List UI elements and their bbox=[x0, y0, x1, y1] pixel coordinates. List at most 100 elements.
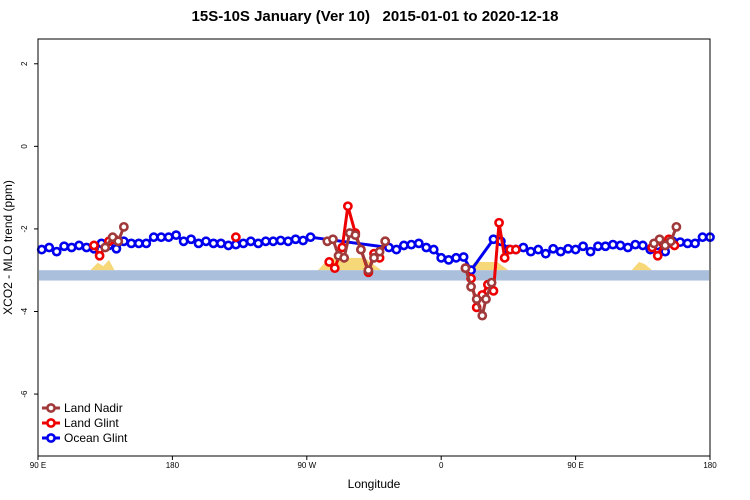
ocean-glint-series-point bbox=[51, 246, 62, 257]
land-nadir-segment-2-point bbox=[477, 310, 488, 321]
land-nadir-segment-3-point bbox=[654, 234, 665, 245]
land-nadir-segment-1-point bbox=[380, 236, 391, 247]
land-area-0 bbox=[90, 259, 115, 271]
ocean-glint-series-point bbox=[81, 242, 92, 253]
ocean-glint-series-point bbox=[548, 243, 559, 254]
land-nadir-segment-2-point bbox=[481, 294, 491, 305]
land-nadir-segment-2-point bbox=[486, 277, 497, 288]
land-nadir-segment-1-point bbox=[328, 234, 338, 245]
ocean-glint-series-point bbox=[163, 232, 174, 243]
land-nadir-segment-0-point bbox=[100, 242, 111, 253]
land-nadir-segment-1-point bbox=[374, 246, 385, 257]
land-glint-segment-0-point bbox=[89, 240, 99, 251]
ocean-glint-series-point bbox=[36, 244, 47, 255]
ocean-glint-series-point bbox=[141, 238, 152, 249]
ocean-glint-series-point bbox=[290, 234, 301, 245]
ocean-glint-series-point bbox=[171, 230, 182, 241]
legend-land-nadir-swatch-point bbox=[46, 403, 56, 413]
land-glint-segment-2-point bbox=[329, 263, 340, 274]
ocean-glint-series-point bbox=[436, 252, 447, 263]
ocean-glint-series-point bbox=[208, 238, 219, 249]
land-glint-segment-4-point bbox=[652, 250, 663, 261]
land-nadir-segment-1-point bbox=[356, 244, 366, 255]
land-glint-segment-3-point bbox=[510, 244, 521, 255]
ocean-glint-series-point bbox=[406, 239, 417, 250]
chart-title: 15S-10S January (Ver 10) 2015-01-01 to 2… bbox=[191, 8, 559, 25]
ocean-glint-series-point bbox=[126, 238, 137, 249]
land-glint-segment-3-point bbox=[499, 252, 510, 263]
ocean-glint-series-point bbox=[253, 238, 264, 249]
land-glint-segment-2-point bbox=[342, 201, 353, 212]
legend-ocean-glint-swatch-point bbox=[46, 433, 56, 443]
ocean-glint-series-point bbox=[413, 238, 424, 249]
ocean-glint-series-point bbox=[223, 240, 234, 251]
ocean-glint-series bbox=[36, 230, 715, 276]
plot-frame bbox=[37, 38, 711, 457]
ocean-glint-series-point bbox=[443, 254, 454, 265]
ocean-glint-series-point bbox=[133, 238, 144, 249]
land-nadir-segment-1-point bbox=[339, 252, 350, 263]
ocean-glint-series-point bbox=[578, 241, 588, 252]
x-tick-label: 0 bbox=[439, 461, 444, 470]
y-tick-label: 0 bbox=[20, 144, 29, 149]
x-tick-label: 90 W bbox=[297, 461, 316, 470]
ocean-glint-series-point bbox=[156, 232, 167, 243]
ocean-glint-series-point bbox=[193, 238, 204, 249]
ocean-glint-series-point bbox=[615, 240, 626, 251]
ocean-glint-series-point bbox=[540, 248, 551, 259]
y-axis: 2 0 -2 -4 -6 bbox=[20, 61, 38, 398]
ocean-glint-series-point bbox=[697, 232, 708, 243]
ocean-glint-series-point bbox=[593, 241, 603, 252]
ocean-glint-series-point bbox=[74, 240, 84, 251]
ocean-glint-series-point bbox=[148, 232, 159, 243]
ocean-glint-series-point bbox=[555, 246, 566, 257]
land-nadir-segment-1-point bbox=[350, 230, 361, 241]
ocean-glint-series-point bbox=[488, 234, 499, 245]
land-glint-segment-1-point bbox=[230, 232, 241, 243]
x-tick-label: 90 E bbox=[30, 461, 46, 470]
ocean-glint-series-point bbox=[178, 236, 189, 247]
land-glint-segment-0-point bbox=[94, 250, 105, 261]
land-nadir-segment-2-point bbox=[460, 263, 471, 274]
y-tick-label: -4 bbox=[20, 307, 29, 315]
x-axis-label: Longitude bbox=[348, 477, 401, 491]
ocean-glint-series-point bbox=[391, 244, 402, 255]
ocean-glint-series-point bbox=[518, 242, 529, 253]
legend-land-glint-swatch-point bbox=[46, 418, 56, 428]
x-axis: 90 E 180 90 W 0 90 E 180 bbox=[30, 456, 717, 470]
land-nadir-segment-0-point bbox=[113, 236, 124, 247]
x-tick-label: 180 bbox=[166, 461, 180, 470]
land-area-3 bbox=[631, 261, 653, 271]
ocean-glint-series-point bbox=[44, 242, 55, 253]
ocean-glint-series-point bbox=[458, 252, 469, 262]
land-nadir-segment-3 bbox=[649, 221, 682, 251]
land-glint-segment-2-point bbox=[324, 257, 335, 267]
ocean-glint-series-point bbox=[622, 242, 633, 253]
y-axis-label: XCO2 - MLO trend (ppm) bbox=[1, 180, 15, 315]
y-tick-label: 2 bbox=[20, 61, 29, 66]
ocean-glint-series-point bbox=[525, 246, 536, 257]
ocean-glint-series-point bbox=[451, 252, 462, 263]
x-tick-label: 90 E bbox=[567, 461, 583, 470]
ocean-glint-series-point bbox=[283, 236, 294, 247]
land-nadir-segment-1-point bbox=[369, 252, 379, 263]
ocean-glint-series-point bbox=[230, 239, 241, 250]
land-nadir-segment-2 bbox=[460, 263, 497, 321]
land-nadir-segment-2-point bbox=[466, 281, 476, 292]
ocean-glint-series-point bbox=[682, 238, 693, 249]
legend-land-glint-label: Land Glint bbox=[64, 416, 119, 430]
ocean-glint-series-point bbox=[186, 234, 196, 245]
ocean-glint-series-point bbox=[298, 235, 308, 246]
ocean-glint-series-point bbox=[608, 239, 618, 250]
ocean-glint-series-point bbox=[600, 241, 611, 252]
ocean-glint-series-point bbox=[275, 235, 286, 246]
ocean-glint-series-point bbox=[563, 243, 574, 254]
ocean-glint-series-point bbox=[533, 244, 544, 255]
ocean-glint-series-point bbox=[216, 238, 226, 249]
series-layer bbox=[36, 201, 715, 321]
ocean-glint-series-point bbox=[245, 236, 256, 247]
ocean-glint-series-point bbox=[111, 243, 122, 254]
land-nadir-segment-1 bbox=[322, 228, 391, 276]
